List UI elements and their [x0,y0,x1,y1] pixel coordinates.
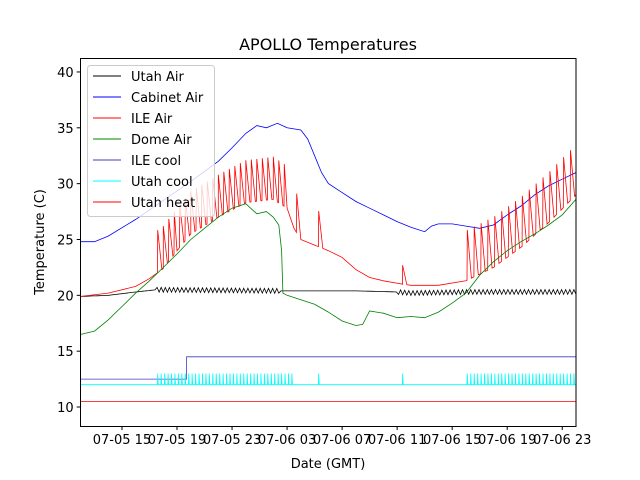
legend-item: Utah heat [93,196,195,211]
series-line-utah-cool [80,373,576,386]
x-tick-label: 07-05 15 [93,433,151,448]
y-tick-label: 30 [57,178,74,193]
series-line-ile-cool [80,356,576,380]
legend-item: Utah cool [93,175,193,190]
y-tick-label: 15 [57,345,74,360]
x-tick-label: 07-06 19 [478,433,536,448]
legend-item: Utah Air [93,70,184,85]
y-tick-label: 25 [57,233,74,248]
legend-label: Utah heat [131,196,195,211]
legend-label: ILE cool [131,154,181,169]
series-line-cabinet-air [80,122,576,243]
x-tick-label: 07-05 23 [203,433,261,448]
chart-title: APOLLO Temperatures [239,35,417,54]
y-tick-label: 20 [57,289,74,304]
y-axis-label: Temperature (C) [33,189,48,296]
legend-label: Utah Air [131,70,184,85]
legend-label: ILE Air [131,112,173,127]
legend-label: Utah cool [131,175,193,190]
x-tick-label: 07-06 07 [313,433,371,448]
y-tick-label: 10 [57,401,74,416]
x-tick-label: 07-06 23 [533,433,591,448]
x-tick-label: 07-05 19 [148,433,206,448]
legend-label: Dome Air [131,133,192,148]
legend-item: Cabinet Air [93,91,204,106]
legend-item: Dome Air [93,133,192,148]
y-axis: 10 15 20 25 30 35 40 [57,66,81,416]
series-line-dome-air [80,199,576,335]
x-tick-label: 07-06 11 [368,433,426,448]
legend-item: ILE cool [93,154,181,169]
axes-frame [80,58,577,427]
x-tick-label: 07-06 03 [258,433,316,448]
x-tick-label: 07-06 15 [423,433,481,448]
series-line-utah-air [80,286,576,297]
y-tick-label: 35 [57,122,74,137]
legend: Utah Air Cabinet Air ILE Air Dome Air ILE co… [87,65,215,217]
y-tick-label: 40 [57,66,74,81]
x-axis-label: Date (GMT) [291,457,366,472]
legend-item: ILE Air [93,112,173,127]
legend-box [87,65,215,217]
legend-label: Cabinet Air [131,91,204,106]
